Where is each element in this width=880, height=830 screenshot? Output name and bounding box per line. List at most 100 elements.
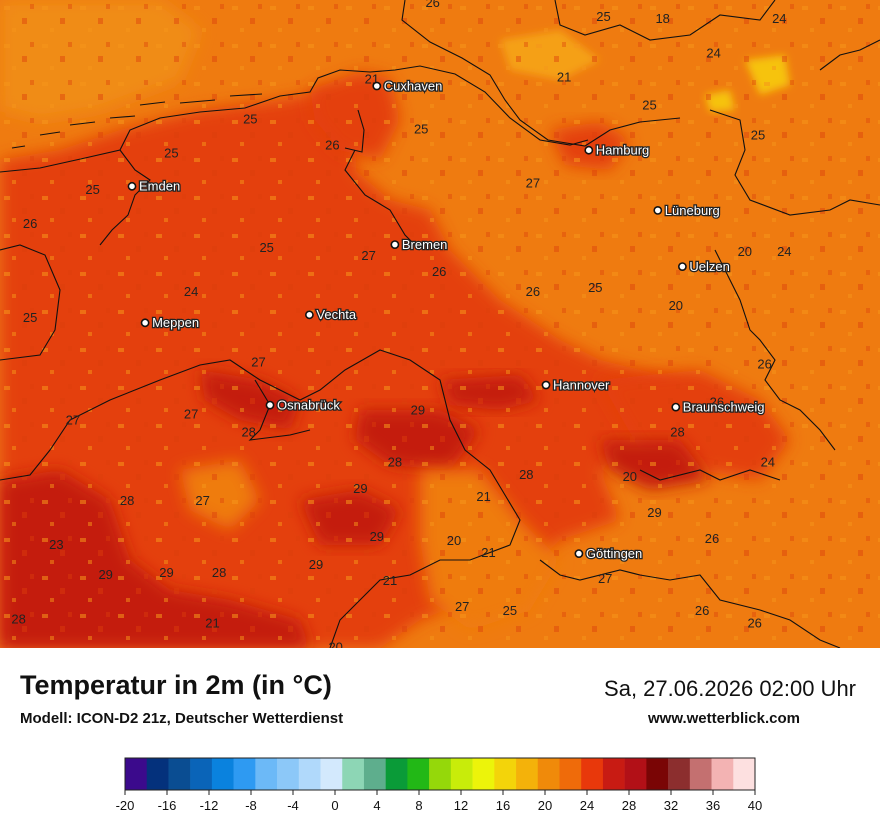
website-link[interactable]: www.wetterblick.com [648, 710, 800, 727]
city-dot [584, 145, 594, 155]
legend-color-bins [124, 757, 756, 791]
city-dot [678, 262, 687, 271]
legend-bin [385, 758, 408, 790]
legend-bin [233, 758, 256, 790]
temperature-label: 26 [526, 284, 540, 299]
temperature-label: 27 [251, 354, 265, 369]
temperature-label: 21 [383, 573, 397, 588]
legend-tick-label: -4 [287, 798, 299, 813]
legend-tick-label: 8 [415, 798, 422, 813]
legend-tick-label: -16 [158, 798, 177, 813]
temperature-label: 25 [588, 280, 602, 295]
color-legend: -20 -16 -12 -8 -4 0 4 8 12 16 20 24 28 32 36 40 [116, 757, 762, 813]
state-border-osnabrueck-loop [248, 379, 311, 441]
city-dot [541, 380, 551, 390]
state-border-north [554, 0, 776, 41]
city-label: Vechta [316, 307, 357, 322]
temperature-label: 25 [414, 122, 428, 137]
state-border-altmark [714, 249, 836, 451]
temperature-field [0, 0, 880, 648]
legend-bin [342, 758, 365, 790]
city-dot [127, 181, 137, 191]
temperature-label: 29 [353, 481, 367, 496]
temperature-label: 20 [623, 469, 637, 484]
city-dot [140, 318, 150, 328]
legend-tick-label: 20 [538, 798, 552, 813]
legend-bin [407, 758, 430, 790]
city-marker: Lüneburg [653, 202, 721, 219]
legend-bin [581, 758, 604, 790]
legend-bin [559, 758, 582, 790]
legend-bin [472, 758, 495, 790]
temperature-label: 28 [212, 565, 226, 580]
temperature-label: 28 [519, 467, 533, 482]
legend-tick-label: 4 [373, 798, 380, 813]
state-border-east [709, 109, 880, 216]
city-label: Bremen [402, 237, 448, 252]
city-label: Emden [139, 179, 180, 194]
city-marker: Bremen [390, 236, 449, 253]
city-dot [265, 400, 275, 410]
city-marker: Vechta [304, 306, 358, 324]
legend-bin [494, 758, 517, 790]
legend-bin [602, 758, 625, 790]
legend-bin [190, 758, 213, 790]
legend-bin [646, 758, 669, 790]
legend-tick-label: -12 [200, 798, 219, 813]
temperature-label: 25 [85, 182, 99, 197]
temperature-label: 25 [164, 146, 178, 161]
legend-bin [733, 758, 756, 790]
temperature-label: 26 [695, 603, 709, 618]
temperature-label: 28 [670, 425, 684, 440]
temperature-label: 25 [23, 310, 37, 325]
temperature-label: 20 [328, 639, 342, 648]
temperature-label: 21 [481, 545, 495, 560]
temperature-label: 25 [259, 240, 273, 255]
boundaries [0, 0, 880, 648]
temperature-label: 24 [184, 284, 198, 299]
temperature-label: 20 [669, 298, 683, 313]
city-dot [304, 310, 314, 320]
city-marker: Braunschweig [671, 398, 766, 416]
city-marker: Uelzen [678, 258, 731, 275]
temperature-label: 21 [205, 615, 219, 630]
weser-bank [344, 109, 365, 153]
mecklenburg-coast [819, 39, 880, 71]
city-dot [574, 549, 584, 558]
temperature-label: 28 [388, 455, 402, 470]
city-label: Braunschweig [683, 400, 765, 415]
temperature-label: 27 [195, 493, 209, 508]
legend-tick-label: 32 [664, 798, 678, 813]
temperature-label: 20 [273, 645, 287, 648]
temperature-label: 24 [777, 244, 791, 259]
map-title: Temperatur in 2m (in °C) [20, 670, 332, 700]
city-marker: Meppen [140, 314, 200, 332]
legend-bin [668, 758, 691, 790]
city-marker: Hamburg [584, 141, 651, 159]
temperature-label: 29 [159, 565, 173, 580]
temperature-label: 27 [66, 413, 80, 428]
city-dot [653, 205, 663, 215]
temperature-label: 26 [425, 0, 439, 10]
weser-river [344, 149, 421, 251]
coastline-ems [99, 149, 151, 246]
city-marker: Emden [127, 177, 182, 195]
temperature-label: 26 [747, 615, 761, 630]
temperature-label: 27 [455, 599, 469, 614]
city-label: Osnabrück [277, 398, 340, 413]
city-label: Hamburg [596, 143, 649, 158]
legend-tick-label: -8 [245, 798, 257, 813]
legend-bin [146, 758, 169, 790]
legend-bin [168, 758, 191, 790]
legend-tick-label: 12 [454, 798, 468, 813]
temperature-label: 29 [98, 567, 112, 582]
temperature-label: 26 [23, 216, 37, 231]
temperature-labels: 21 24 26 26 25 18 24 24 21 25 25 21 25 25 26 25 27 25 26 25… [11, 0, 791, 648]
temperature-label: 23 [49, 537, 63, 552]
temperature-map: 21 24 26 26 25 18 24 24 21 25 25 21 25 25 26 25 27 25 26 25… [0, 0, 880, 648]
city-markers: Cuxhaven Hamburg Emden Lüneburg Bremen Uelzen… [127, 77, 766, 562]
legend-bin [624, 758, 647, 790]
temperature-label: 29 [411, 403, 425, 418]
temperature-label: 21 [476, 489, 490, 504]
city-marker: Hannover [541, 376, 611, 394]
